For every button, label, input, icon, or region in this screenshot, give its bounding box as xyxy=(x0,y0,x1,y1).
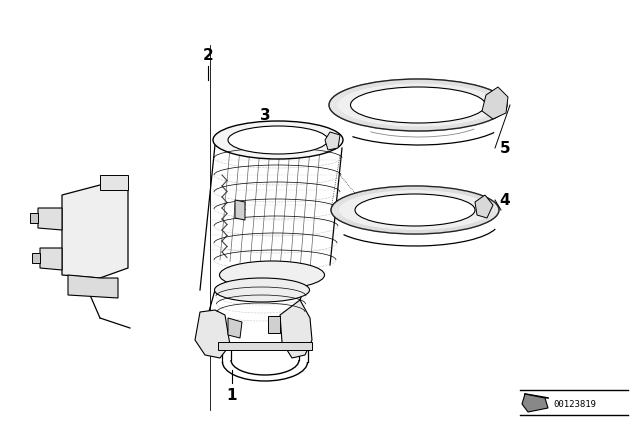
Polygon shape xyxy=(280,300,312,358)
Polygon shape xyxy=(235,200,245,220)
Ellipse shape xyxy=(220,261,324,289)
Polygon shape xyxy=(40,248,62,270)
Text: 00123819: 00123819 xyxy=(554,400,596,409)
Text: 1: 1 xyxy=(227,388,237,402)
Polygon shape xyxy=(68,275,118,298)
Polygon shape xyxy=(30,213,38,223)
Polygon shape xyxy=(475,195,493,218)
Ellipse shape xyxy=(355,194,475,226)
Ellipse shape xyxy=(213,121,343,159)
Polygon shape xyxy=(522,394,548,412)
Polygon shape xyxy=(218,342,312,350)
Ellipse shape xyxy=(329,79,507,131)
Polygon shape xyxy=(228,318,242,338)
Text: 4: 4 xyxy=(500,193,510,207)
Ellipse shape xyxy=(228,126,328,154)
Polygon shape xyxy=(325,132,340,150)
Text: 2: 2 xyxy=(203,47,213,63)
Polygon shape xyxy=(32,253,40,263)
Ellipse shape xyxy=(214,278,310,302)
Text: 5: 5 xyxy=(500,141,510,155)
Polygon shape xyxy=(482,87,508,119)
Ellipse shape xyxy=(331,186,499,234)
Polygon shape xyxy=(268,316,280,333)
Polygon shape xyxy=(195,310,230,358)
Polygon shape xyxy=(100,175,128,190)
Ellipse shape xyxy=(351,87,486,123)
Text: 3: 3 xyxy=(260,108,270,122)
Polygon shape xyxy=(62,185,128,278)
Polygon shape xyxy=(38,208,62,230)
